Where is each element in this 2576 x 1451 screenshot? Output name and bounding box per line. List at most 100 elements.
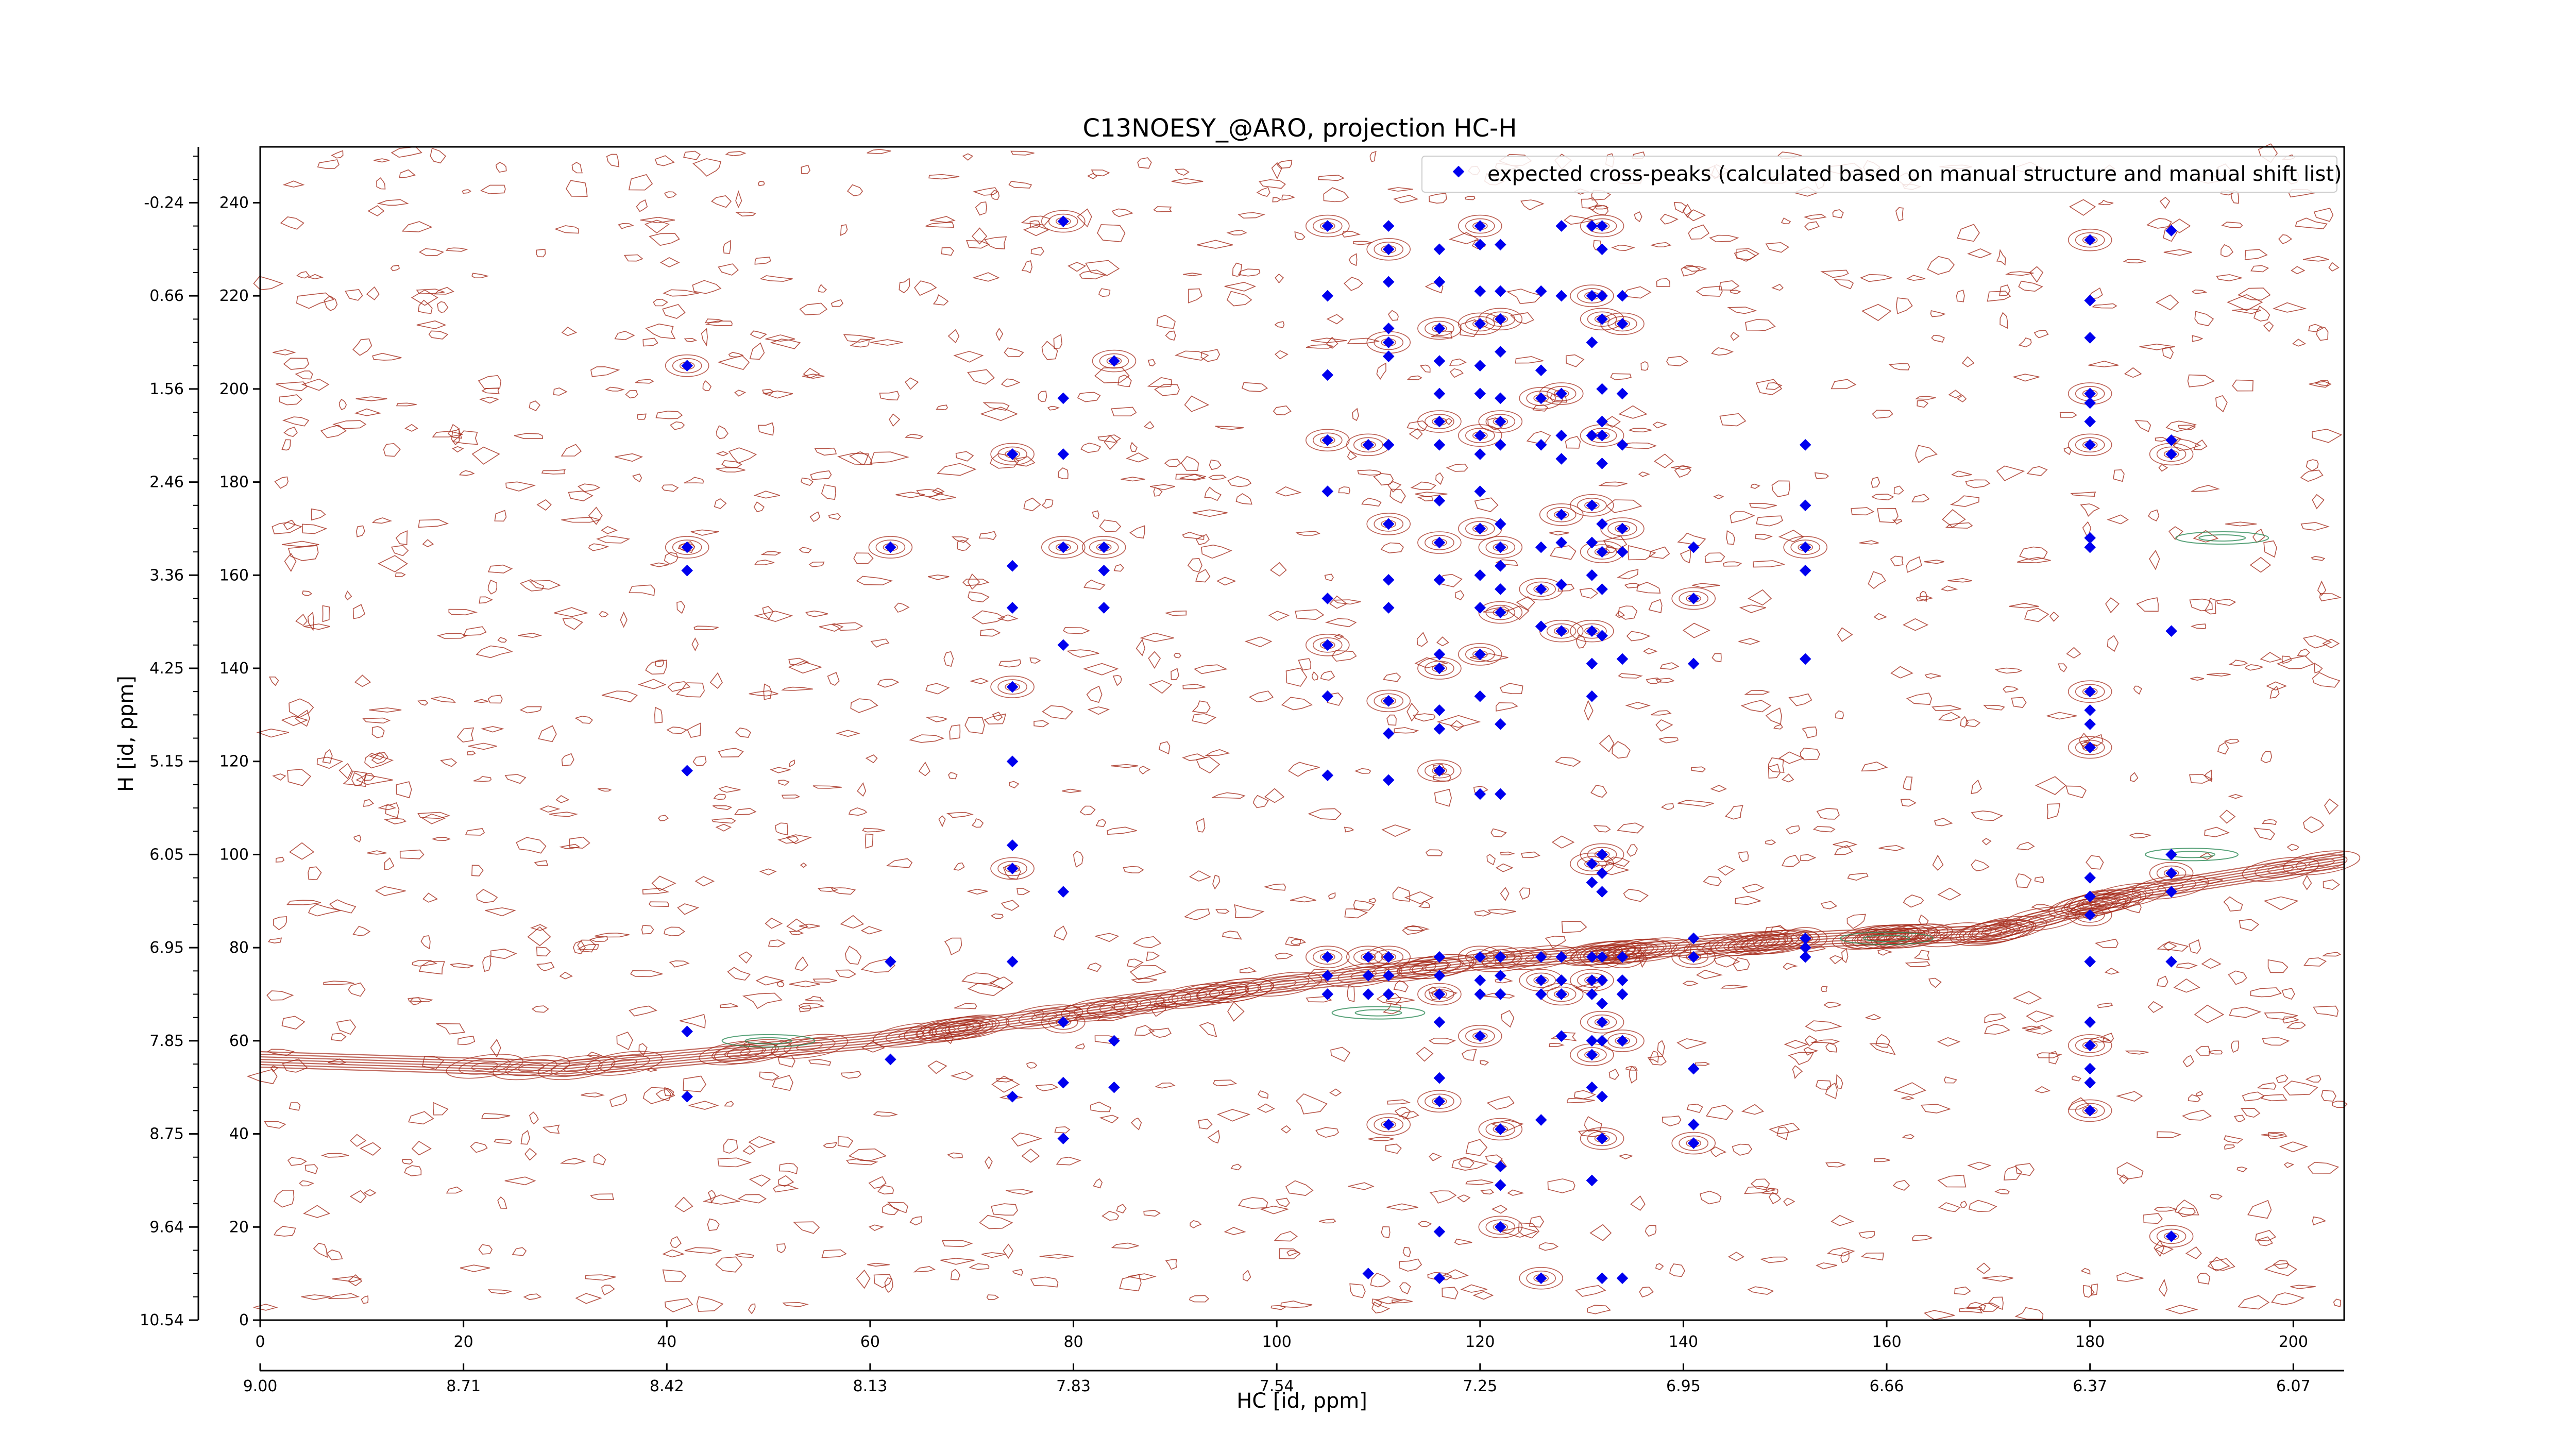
noise-contour	[1087, 706, 1110, 715]
noise-contour	[1861, 303, 1892, 322]
noise-contour	[487, 695, 503, 704]
noise-contour	[2154, 1239, 2164, 1257]
peak-contour	[1485, 1219, 1516, 1235]
noise-contour	[2201, 958, 2222, 969]
noise-contour	[707, 1190, 716, 1204]
cross-peak-marker	[1494, 970, 1506, 982]
peak-contour	[1366, 513, 1411, 535]
noise-contour	[1187, 558, 1202, 573]
cross-peak-marker	[885, 1053, 896, 1066]
cross-peak-marker	[2165, 1230, 2177, 1242]
noise-contour	[1906, 693, 1933, 705]
ridge-blob-contour	[446, 1054, 523, 1079]
noise-contour	[1224, 282, 1257, 292]
noise-contour	[765, 334, 795, 342]
noise-contour	[1226, 291, 1252, 307]
peak-contour	[1783, 536, 1827, 559]
cross-peak-marker	[1382, 988, 1395, 1000]
peak-contour	[1478, 536, 1523, 559]
noise-contour	[2239, 919, 2260, 931]
cross-peak-marker	[1535, 438, 1547, 451]
noise-contour	[1275, 350, 1289, 360]
noise-contour	[669, 960, 690, 968]
noise-contour	[1329, 1088, 1342, 1096]
noise-contour	[614, 330, 635, 341]
noise-contour	[776, 981, 785, 988]
peak-contour	[1600, 312, 1645, 335]
noise-contour	[1386, 714, 1397, 726]
noise-contour	[1615, 610, 1625, 618]
noise-contour	[422, 539, 434, 548]
noise-contour	[1950, 495, 1980, 507]
y-tick-label: 140	[219, 660, 249, 678]
noise-contour	[296, 292, 335, 309]
noise-contour	[937, 463, 977, 476]
noise-contour	[1387, 187, 1413, 192]
noise-contour	[371, 517, 393, 524]
cross-peak-marker	[1687, 657, 1700, 670]
noise-contour	[1755, 379, 1783, 396]
noise-contour	[1410, 481, 1437, 491]
feature-contour-layer	[260, 210, 2361, 1290]
noise-contour	[651, 875, 676, 891]
noise-contour	[1829, 955, 1843, 965]
noise-contour	[2267, 959, 2289, 973]
cross-peak-marker	[2084, 1105, 2096, 1117]
noise-contour	[1859, 540, 1879, 545]
cross-peak-marker	[1433, 723, 1446, 735]
peak-contour	[2149, 862, 2194, 885]
noise-contour	[1625, 1066, 1638, 1071]
noise-contour	[1067, 262, 1087, 272]
cross-peak-marker	[2165, 225, 2177, 237]
noise-contour	[674, 1196, 693, 1212]
noise-contour	[1196, 756, 1221, 774]
noise-contour	[724, 1101, 734, 1107]
noise-contour	[1618, 1154, 1634, 1160]
cross-peak-marker	[1098, 541, 1110, 553]
noise-contour	[2264, 1012, 2298, 1020]
noise-contour	[575, 1293, 602, 1304]
cross-peak-marker	[2084, 541, 2096, 553]
noise-contour	[962, 578, 990, 586]
noise-contour	[1079, 805, 1096, 816]
noise-contour	[1676, 1038, 1707, 1050]
cross-peak-marker	[1006, 955, 1019, 968]
ridge-blob-contour	[2295, 854, 2348, 871]
noise-contour	[753, 501, 765, 513]
cross-peak-marker	[1596, 1272, 1608, 1285]
noise-contour	[1682, 981, 1699, 986]
noise-contour	[253, 276, 284, 291]
noise-contour	[2185, 1246, 2202, 1259]
noise-contour	[295, 614, 308, 626]
noise-contour	[718, 748, 744, 758]
noise-contour	[1940, 585, 1958, 592]
noise-contour	[2314, 662, 2323, 673]
noise-contour	[1945, 522, 1973, 529]
noise-contour	[452, 430, 479, 445]
cross-peak-marker	[2084, 332, 2096, 344]
noise-contour	[1651, 710, 1672, 716]
noise-contour	[884, 1277, 893, 1293]
noise-contour	[1270, 1305, 1287, 1310]
noise-contour	[321, 1153, 349, 1158]
peak-contour	[997, 679, 1027, 695]
peak-contour	[1048, 1014, 1078, 1030]
noise-contour	[2191, 623, 2207, 629]
noise-contour	[514, 433, 543, 440]
noise-contour	[2260, 1094, 2287, 1102]
noise-contour	[1820, 901, 1838, 909]
ridge-blob-contour	[1244, 971, 1323, 997]
noise-contour	[785, 834, 812, 845]
peak-contour	[1526, 581, 1556, 597]
noise-contour	[1275, 273, 1284, 284]
noise-contour	[1753, 560, 1785, 568]
peak-contour	[1485, 414, 1516, 429]
noise-contour	[2302, 256, 2329, 262]
noise-contour	[1566, 354, 1585, 367]
ridge-blob-contour	[1525, 953, 1552, 963]
noise-contour	[1192, 713, 1217, 724]
noise-contour	[684, 1247, 722, 1254]
noise-contour	[879, 391, 900, 401]
noise-contour	[625, 390, 638, 399]
noise-contour	[1208, 475, 1227, 480]
